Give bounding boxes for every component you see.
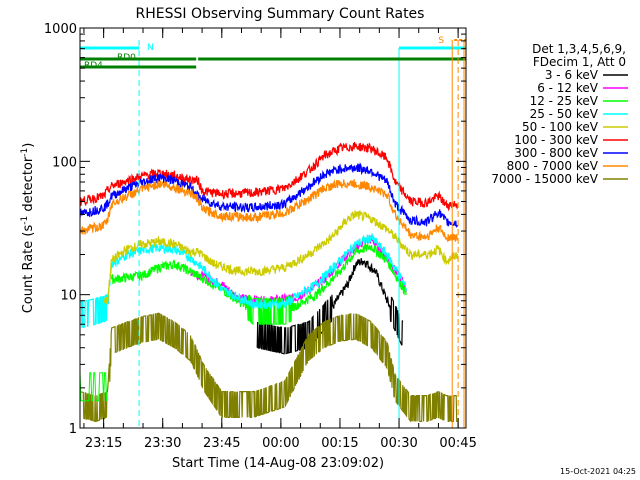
y-tick-label: 10: [60, 289, 77, 304]
y-axis-label-sup: -1: [20, 216, 30, 225]
x-tick-label: 00:45: [439, 436, 476, 451]
series-line: [80, 161, 459, 228]
legend-label: 800 - 7000 keV: [507, 159, 599, 173]
legend: Det 1,3,4,5,6,9,FDecim 1, Att 03 - 6 keV…: [491, 42, 628, 186]
flag-rd0-label: RD0: [117, 53, 136, 63]
legend-label: 300 - 800 keV: [514, 146, 598, 160]
plot-frame: [79, 27, 467, 429]
legend-label: 25 - 50 keV: [530, 107, 599, 121]
series-line: [110, 242, 407, 326]
x-tick-label: 00:30: [380, 436, 417, 451]
x-tick-label: 23:45: [203, 436, 240, 451]
legend-label: 6 - 12 keV: [537, 81, 599, 95]
series-line: [80, 179, 458, 242]
x-tick-label: 23:30: [144, 436, 181, 451]
y-axis-label-tail: detector: [21, 156, 36, 216]
legend-header: Det 1,3,4,5,6,9,: [532, 42, 626, 56]
flags-layer: N RD0 RD4 S: [80, 36, 466, 428]
legend-label: 100 - 300 keV: [514, 133, 598, 147]
legend-label: 50 - 100 keV: [522, 120, 599, 134]
legend-label: 7000 - 15000 keV: [491, 172, 598, 186]
x-axis-label: Start Time (14-Aug-08 23:09:02): [172, 456, 384, 471]
y-axis-label-end: ): [21, 143, 36, 148]
y-axis-label-main: Count Rate (s: [21, 225, 36, 314]
y-axis: 1 10 100 1000: [44, 22, 466, 437]
y-axis-label: Count Rate (s-1 detector-1): [20, 143, 36, 314]
series-line: [80, 312, 458, 423]
legend-header: FDecim 1, Att 0: [533, 55, 626, 69]
chart-title: RHESSI Observing Summary Count Rates: [136, 6, 425, 22]
flag-n-label: N: [147, 43, 154, 53]
y-tick-label: 100: [52, 155, 77, 170]
x-tick-label: 23:15: [85, 436, 122, 451]
series-line: [80, 142, 459, 212]
y-tick-label: 1000: [44, 22, 77, 37]
flag-s-label: S: [438, 36, 444, 46]
flag-rd4-label: RD4: [84, 61, 103, 71]
legend-label: 12 - 25 keV: [530, 94, 599, 108]
series-layer: [80, 142, 459, 423]
legend-label: 3 - 6 keV: [545, 68, 599, 82]
x-axis: 23:15 23:30 23:45 00:00 00:15 00:30 00:45: [83, 28, 477, 451]
footer-timestamp: 15-Oct-2021 04:25: [560, 467, 636, 476]
x-tick-label: 00:00: [262, 436, 299, 451]
y-axis-label-sup2: -1: [20, 148, 30, 157]
y-tick-label: 1: [69, 422, 77, 437]
x-tick-label: 00:15: [321, 436, 358, 451]
low-band-line: [80, 372, 108, 402]
